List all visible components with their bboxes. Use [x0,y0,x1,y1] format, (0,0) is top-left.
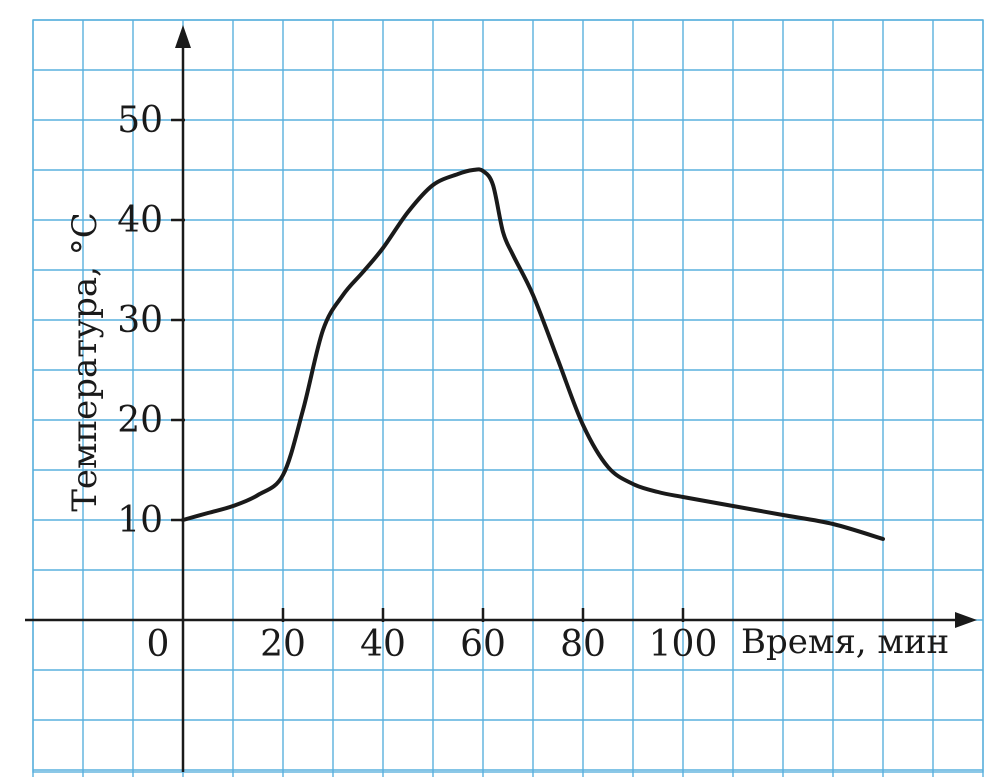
y-tick-label: 30 [117,300,163,341]
y-tick-label: 40 [117,200,163,241]
x-tick-label: 100 [649,624,718,665]
series-line [181,167,885,541]
axes [25,25,977,772]
x-tick-label: 80 [560,624,606,665]
y-axis-arrow [175,25,191,48]
x-tick-label: 20 [260,624,306,665]
y-tick-label: 20 [117,400,163,441]
x-ticks: 0 20 40 60 80 100 [147,608,718,665]
x-axis-title: Время, мин [741,622,949,662]
x-tick-label: 0 [147,624,170,665]
x-tick-label: 40 [360,624,406,665]
y-ticks: 10 20 30 40 50 [117,100,185,541]
y-tick-label: 10 [117,500,163,541]
x-tick-label: 60 [460,624,506,665]
y-tick-label: 50 [117,100,163,141]
y-axis-title: Температура, °С [65,212,105,512]
grid-border [32,19,984,773]
x-axis-arrow [955,612,977,628]
grid [32,19,984,777]
